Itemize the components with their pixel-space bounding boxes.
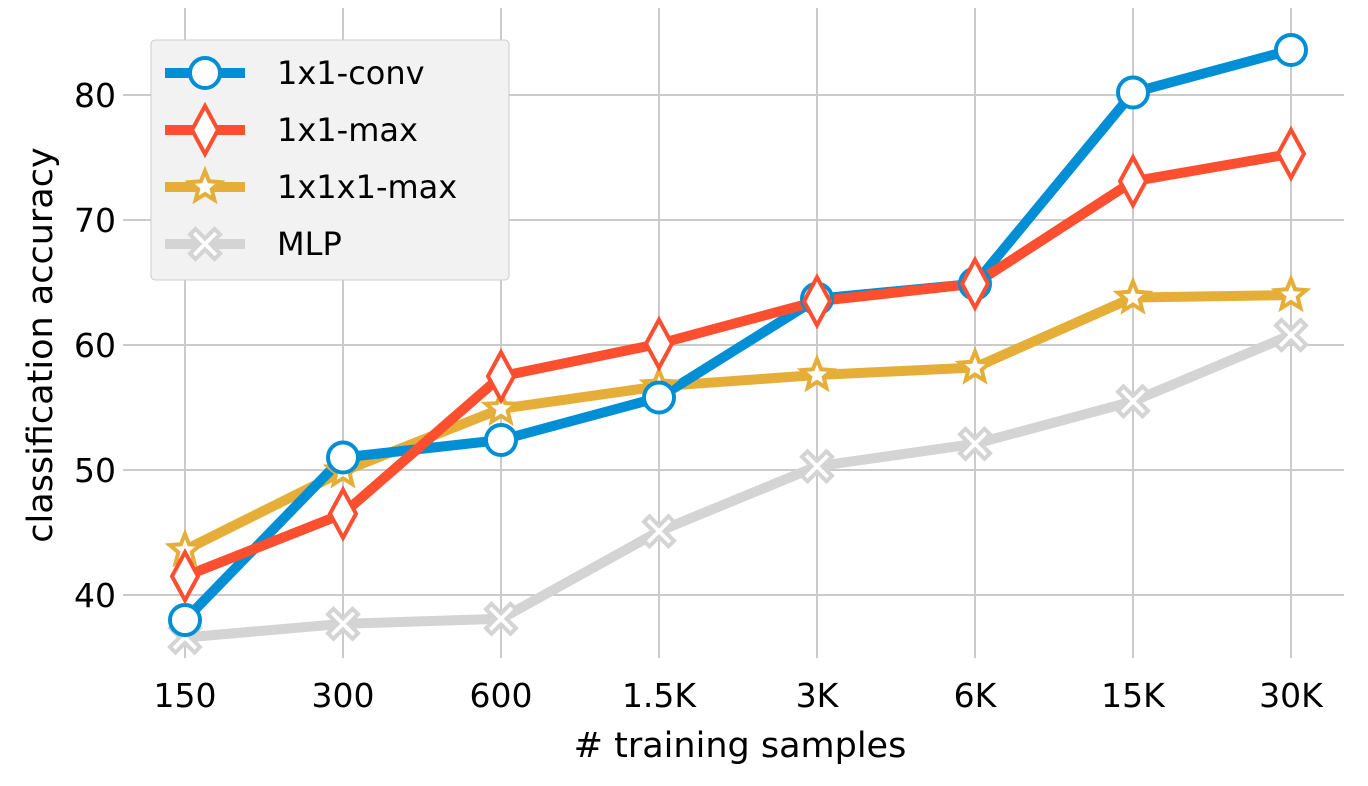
data-point: [643, 315, 675, 372]
x-tick-label: 15K: [1101, 676, 1166, 715]
data-point: [1275, 125, 1307, 182]
x-tick-label: 1.5K: [622, 676, 697, 715]
data-point: [480, 387, 522, 427]
y-tick-labels: 40 50 60 70 80: [74, 76, 116, 615]
legend-swatch-marker: [187, 226, 223, 262]
data-point: [1116, 75, 1150, 110]
legend-label: 1x1-max: [277, 111, 418, 149]
data-point: [642, 380, 676, 415]
y-tick-label: 80: [74, 76, 116, 115]
y-tick-label: 70: [74, 201, 116, 240]
x-tick-label: 6K: [954, 676, 998, 715]
x-tick-label: 30K: [1259, 676, 1324, 715]
data-point: [641, 513, 677, 550]
series-line: [180, 148, 1296, 582]
x-tick-label: 150: [154, 676, 217, 715]
y-tick-label: 40: [74, 576, 116, 615]
data-point: [1273, 317, 1309, 353]
data-point: [957, 425, 993, 462]
series-line: [180, 330, 1296, 643]
y-tick-label: 60: [74, 326, 116, 365]
data-point: [326, 440, 360, 475]
legend-label: 1x1x1-max: [277, 168, 457, 206]
data-point: [169, 548, 201, 605]
x-tick-label: 300: [312, 676, 375, 715]
data-point: [485, 348, 517, 405]
legend-label: 1x1-conv: [277, 54, 425, 92]
legend-box: [150, 39, 510, 281]
data-point: [1115, 383, 1151, 420]
legend: 1x1-conv 1x1-max 1x1x1-max MLP: [150, 39, 510, 281]
x-tick-label: 600: [470, 676, 533, 715]
data-point: [483, 600, 519, 637]
series-markers: [164, 33, 1312, 656]
legend-swatch-marker: [189, 101, 221, 159]
data-point: [1112, 276, 1154, 315]
series-lines: [180, 45, 1296, 643]
data-point: [484, 423, 518, 457]
series-line: [180, 45, 1296, 625]
y-axis-label: classification accuracy: [21, 147, 61, 542]
data-point: [954, 346, 996, 385]
series-line: [180, 290, 1296, 555]
data-point: [801, 273, 833, 330]
data-point: [959, 255, 991, 312]
legend-swatch-marker: [184, 165, 226, 205]
data-point: [799, 448, 835, 485]
data-point: [796, 353, 838, 393]
legend-swatch-marker: [188, 56, 222, 90]
x-tick-label: 3K: [796, 676, 840, 715]
data-point: [168, 603, 202, 637]
data-point: [325, 605, 361, 642]
y-tick-label: 50: [74, 451, 116, 490]
legend-label: MLP: [277, 225, 342, 263]
x-tick-labels: 150 300 600 1.5K 3K 6K 15K 30K: [154, 676, 1325, 715]
data-point: [1117, 153, 1149, 210]
data-point: [1270, 273, 1312, 313]
x-axis-label: # training samples: [574, 726, 907, 766]
data-point: [327, 485, 359, 542]
data-point: [1274, 33, 1308, 67]
